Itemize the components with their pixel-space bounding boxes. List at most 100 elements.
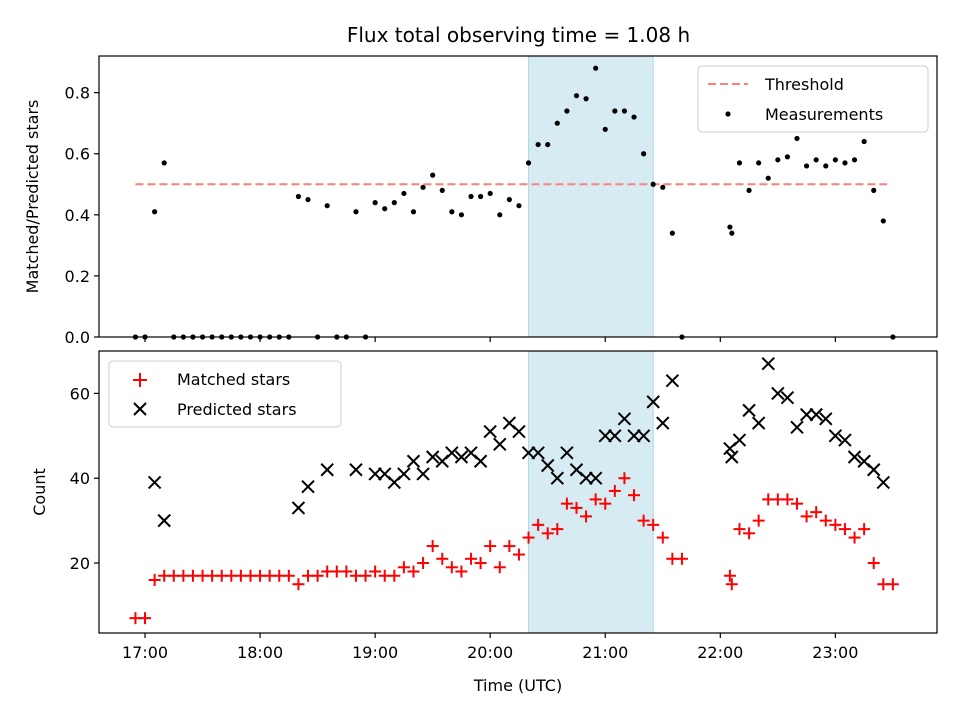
measurement-point <box>593 65 599 71</box>
predicted-star-point <box>732 433 747 447</box>
predicted-star-point <box>425 450 440 464</box>
matched-star-point <box>522 531 535 544</box>
matched-star-point <box>397 561 410 574</box>
predicted-star-point <box>531 446 545 460</box>
matched-star-point <box>532 518 545 531</box>
legend-matched-label: Matched stars <box>177 370 290 389</box>
predicted-star-point <box>301 479 315 494</box>
measurement-point <box>794 135 800 142</box>
matched-star-point <box>819 514 832 527</box>
matched-star-point <box>311 569 324 582</box>
predicted-stars-points <box>147 357 891 528</box>
matched-star-point <box>503 540 516 553</box>
matched-star-point <box>541 527 554 540</box>
matched-star-point <box>618 472 631 485</box>
measurement-point <box>861 138 867 145</box>
top-panel: 0.00.20.40.60.8 Matched/Predicted stars … <box>23 55 938 347</box>
measurement-point <box>554 120 560 126</box>
predicted-star-point <box>799 407 814 422</box>
predicted-star-point <box>771 386 785 401</box>
predicted-star-point <box>588 471 603 485</box>
predicted-star-point <box>560 446 574 460</box>
matched-star-point <box>858 523 871 536</box>
measurement-point <box>410 209 417 215</box>
predicted-star-point <box>157 513 171 528</box>
matched-star-point <box>791 497 804 510</box>
predicted-star-point <box>473 454 488 468</box>
matched-star-point <box>637 514 650 527</box>
matched-star-point <box>810 506 823 519</box>
measurement-point <box>324 203 330 209</box>
measurement-point <box>353 209 359 215</box>
measurement-point <box>765 175 771 181</box>
matched-star-point <box>608 484 621 497</box>
matched-star-point <box>292 578 305 591</box>
xtick-label: 17:00 <box>122 643 168 662</box>
predicted-star-point <box>454 450 469 464</box>
measurement-point <box>746 187 752 193</box>
legend-threshold-label: Threshold <box>764 75 844 94</box>
measurement-point <box>497 212 503 218</box>
measurement-point <box>871 187 877 193</box>
matched-star-point <box>580 510 593 523</box>
bottom-highlight-span <box>528 350 654 634</box>
xtick-label: 19:00 <box>352 643 398 662</box>
matched-star-point <box>512 548 525 561</box>
measurement-point <box>612 108 618 114</box>
legend-predicted-label: Predicted stars <box>177 400 297 419</box>
matched-star-point <box>340 565 353 578</box>
predicted-star-point <box>368 467 382 481</box>
measurement-point <box>401 190 407 197</box>
bottom-legend-box <box>108 360 342 428</box>
matched-star-point <box>733 523 746 536</box>
measurement-point <box>430 172 436 178</box>
matched-star-point <box>752 514 765 527</box>
top-ytick-label: 0.6 <box>65 145 90 164</box>
legend-predicted-swatch <box>133 402 147 416</box>
matched-star-point <box>282 569 295 582</box>
measurement-point <box>487 190 493 197</box>
matched-star-point <box>886 578 899 591</box>
predicted-star-point <box>780 390 795 405</box>
predicted-star-point <box>349 463 363 477</box>
matched-star-point <box>369 565 382 578</box>
measurement-point <box>545 141 551 148</box>
legend-measurements-swatch <box>725 111 731 117</box>
measurement-point <box>420 184 426 190</box>
matched-star-point <box>388 569 401 582</box>
predicted-star-point <box>819 412 833 426</box>
predicted-star-point <box>751 416 766 430</box>
predicted-star-point <box>656 416 670 430</box>
matched-star-point <box>725 578 738 591</box>
predicted-star-point <box>541 458 555 473</box>
matched-star-point <box>560 497 573 510</box>
matched-star-point <box>148 573 161 586</box>
measurement-point <box>631 114 637 120</box>
measurement-point <box>478 193 484 200</box>
measurement-point <box>775 157 781 163</box>
predicted-star-point <box>876 475 891 490</box>
measurement-point <box>391 200 397 206</box>
matched-star-point <box>829 518 842 531</box>
matched-star-point <box>139 612 152 625</box>
predicted-star-point <box>397 467 411 481</box>
predicted-star-point <box>521 446 536 460</box>
matched-star-point <box>436 552 449 565</box>
bottom-y-axis-label: Count <box>30 468 49 516</box>
measurement-point <box>468 193 474 200</box>
predicted-star-point <box>416 467 430 481</box>
matched-star-point <box>800 510 813 523</box>
top-ytick-label: 0.4 <box>65 206 90 225</box>
measurement-point <box>458 212 465 218</box>
predicted-star-point <box>627 429 641 443</box>
measurement-point <box>506 196 512 203</box>
predicted-star-point <box>665 373 680 388</box>
measurement-point <box>449 209 455 215</box>
predicted-star-point <box>483 424 497 439</box>
top-legend: Threshold Measurements <box>697 65 929 133</box>
measurement-point <box>152 209 158 215</box>
predicted-star-point <box>493 437 507 452</box>
measurement-point <box>729 230 735 236</box>
predicted-star-point <box>867 463 881 477</box>
bottom-axes-frame <box>98 350 938 634</box>
